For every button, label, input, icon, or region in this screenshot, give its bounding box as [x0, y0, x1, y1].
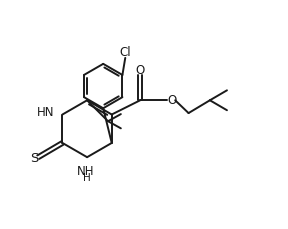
Text: O: O: [167, 94, 177, 107]
Text: NH: NH: [77, 165, 94, 178]
Text: O: O: [136, 64, 145, 77]
Text: HN: HN: [37, 106, 54, 119]
Text: S: S: [30, 152, 38, 165]
Text: Cl: Cl: [120, 46, 131, 59]
Text: H: H: [83, 173, 91, 183]
